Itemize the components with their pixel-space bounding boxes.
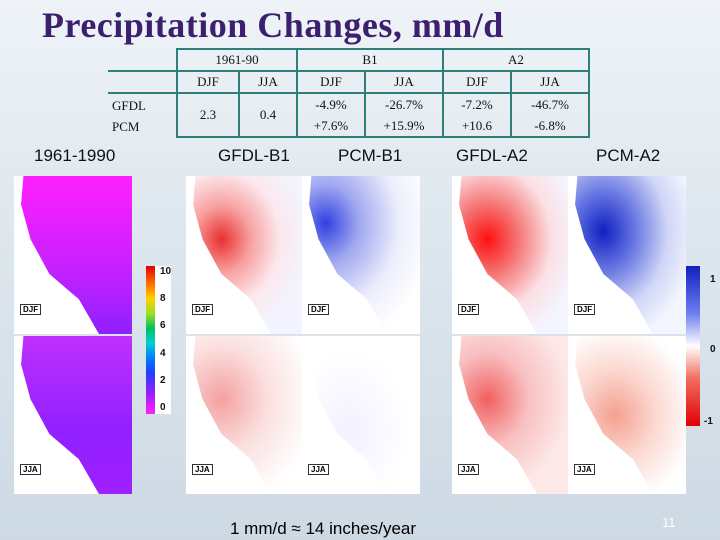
header-a2: A2: [442, 48, 590, 72]
season-djf: DJF: [296, 70, 366, 94]
season-tag-djf: DJF: [574, 304, 596, 315]
b1-djf-pcm: +7.6%: [313, 118, 349, 133]
season-jja: JJA: [510, 70, 590, 94]
map-pcm-a2-jja: JJA: [568, 336, 686, 494]
colorbar-baseline-tick: 8: [160, 293, 166, 305]
slide-number: 11: [662, 515, 676, 530]
panel-title-pcm-a2: PCM-A2: [596, 146, 661, 165]
a2-djf-pcm: +10.6: [461, 118, 493, 133]
map-gfdl-b1-djf: DJF: [186, 176, 304, 334]
colorbar-baseline-tick: 6: [160, 320, 166, 332]
panel-title-gfdl-a2: GFDL-A2: [456, 146, 528, 165]
season-jja: JJA: [364, 70, 444, 94]
map-pcm-b1-jja: JJA: [302, 336, 420, 494]
map-pcm-a2-djf: DJF: [568, 176, 686, 334]
colorbar-change-tick: 0: [710, 344, 716, 355]
panel-title-baseline: 1961-1990: [34, 146, 116, 165]
b1-jja-pcm: +15.9%: [383, 118, 425, 133]
season-jja: JJA: [238, 70, 298, 94]
season-tag-djf: DJF: [20, 304, 42, 315]
baseline-djf: 2.3: [176, 92, 240, 138]
panel-title-pcm-b1: PCM-B1: [338, 146, 403, 165]
row-label-pcm: PCM: [112, 118, 140, 134]
summary-table: 1961-90 B1 A2 DJF JJA DJF JJA DJF JJA GF…: [108, 48, 590, 138]
colorbar-baseline-tick: 10: [160, 266, 172, 277]
season-djf: DJF: [176, 70, 240, 94]
map-baseline-jja: JJA: [14, 336, 132, 494]
season-tag-jja: JJA: [574, 464, 595, 475]
colorbar-baseline-tick: 4: [160, 347, 166, 359]
season-tag-jja: JJA: [308, 464, 329, 475]
baseline-jja: 0.4: [238, 92, 298, 138]
panel-title-gfdl-b1: GFDL-B1: [218, 146, 290, 165]
season-tag-djf: DJF: [308, 304, 330, 315]
season-tag-jja: JJA: [20, 464, 41, 475]
colorbar-change: [686, 266, 700, 426]
colorbar-change-tick: 1: [710, 274, 716, 285]
header-b1: B1: [296, 48, 444, 72]
season-djf: DJF: [442, 70, 512, 94]
map-gfdl-a2-djf: DJF: [452, 176, 570, 334]
slide-title: Precipitation Changes, mm/d: [42, 5, 504, 45]
season-tag-jja: JJA: [192, 464, 213, 475]
colorbar-baseline-tick: 0: [160, 402, 166, 413]
b1-jja-gfdl: -26.7%: [385, 97, 423, 112]
season-tag-jja: JJA: [458, 464, 479, 475]
header-1961-90: 1961-90: [176, 48, 298, 72]
b1-djf-gfdl: -4.9%: [315, 97, 347, 112]
map-baseline-djf: DJF: [14, 176, 132, 334]
a2-jja-pcm: -6.8%: [534, 118, 566, 133]
season-tag-djf: DJF: [192, 304, 214, 315]
colorbar-change-tick: -1: [704, 416, 713, 427]
map-pcm-b1-djf: DJF: [302, 176, 420, 334]
row-label-gfdl: GFDL: [112, 97, 146, 113]
colorbar-baseline: [146, 266, 171, 414]
map-gfdl-a2-jja: JJA: [452, 336, 570, 494]
season-tag-djf: DJF: [458, 304, 480, 315]
colorbar-baseline-tick: 2: [160, 374, 166, 386]
a2-jja-gfdl: -46.7%: [531, 97, 569, 112]
unit-conversion-note: 1 mm/d ≈ 14 inches/year: [230, 519, 417, 538]
a2-djf-gfdl: -7.2%: [461, 97, 493, 112]
map-gfdl-b1-jja: JJA: [186, 336, 304, 494]
